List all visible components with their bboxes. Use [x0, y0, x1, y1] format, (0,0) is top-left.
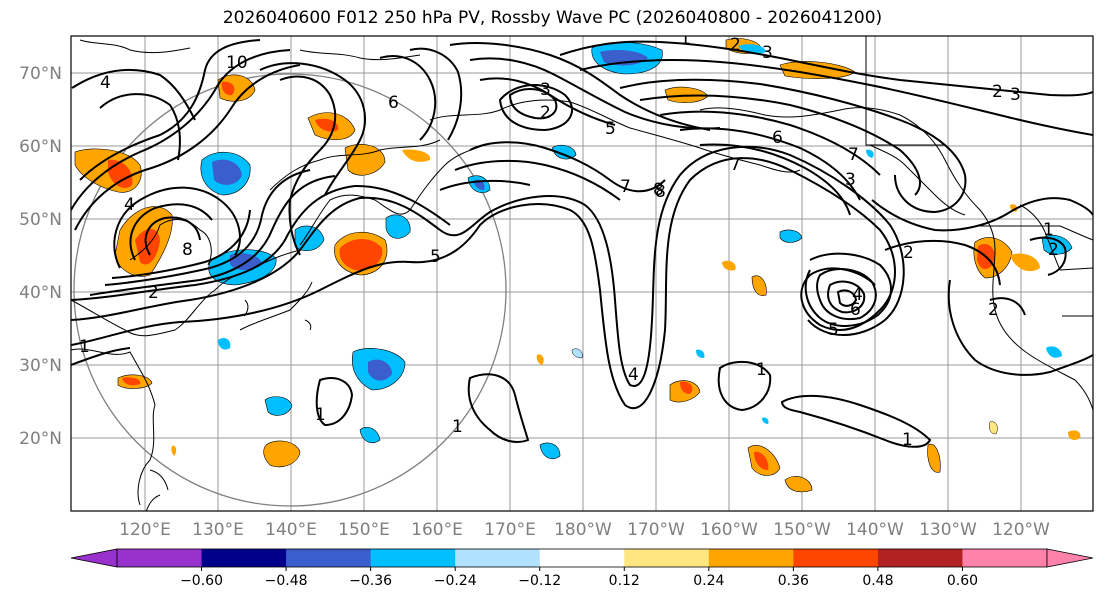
positive-anomalies: [74, 38, 1081, 493]
lon-label: 140°E: [265, 520, 317, 540]
lat-label-60n: 60°N: [19, 137, 62, 157]
colorbar-tick-label: 0.48: [862, 573, 893, 589]
colorbar-segment: [624, 549, 710, 567]
colorbar-segment: [455, 549, 541, 567]
lat-label-40n: 40°N: [19, 283, 62, 303]
contour-label: 2: [1048, 240, 1059, 260]
colorbar-segment: [370, 549, 456, 567]
colorbar-tick-label: −0.60: [180, 573, 223, 589]
contour-label: 6: [850, 300, 861, 320]
contour-label: 10: [226, 53, 248, 73]
colorbar-extend-min: [70, 548, 118, 568]
contour-label: 1: [79, 337, 90, 357]
map-title: 2026040600 F012 250 hPa PV, Rossby Wave …: [222, 8, 883, 28]
colorbar-extend-max: [1046, 548, 1094, 568]
lon-label: 170°E: [484, 520, 536, 540]
lon-label: 160°W: [700, 520, 758, 540]
lon-label: 120°W: [992, 520, 1050, 540]
lon-label: 130°E: [192, 520, 244, 540]
contour-label: 1: [452, 417, 463, 437]
contour-label: 5: [430, 247, 441, 267]
contour-label: 4: [628, 365, 639, 385]
colorbar-segment: [201, 549, 287, 567]
contour-label: 1: [902, 430, 913, 450]
contour-label: 2: [148, 283, 159, 303]
contour-label: 2: [992, 82, 1003, 102]
lon-label: 140°W: [846, 520, 904, 540]
colorbar: −0.60 −0.48 −0.36 −0.24 −0.12 0.12 0.24 0.36 0.4…: [70, 548, 1094, 589]
contour-label: 2: [988, 300, 999, 320]
contour-labels: 10 8 4 3 2 2 3 5 6 7 8 7 7 6 5 4 3 2 2 1…: [79, 29, 1059, 450]
colorbar-segment: [286, 549, 372, 567]
colorbar-segment: [539, 549, 625, 567]
negative-anomalies: [200, 41, 1073, 459]
colorbar-tick-label: 0.12: [609, 573, 640, 589]
contour-label: 7: [620, 177, 631, 197]
contour-label: 2: [903, 243, 914, 263]
colorbar-segment: [877, 549, 963, 567]
contour-label: 1: [315, 405, 326, 425]
contour-label: 2: [730, 35, 741, 55]
contour-label: 5: [828, 320, 839, 340]
radius-circle: [73, 73, 507, 507]
contour-label: 8: [655, 182, 666, 202]
contour-label: 7: [730, 155, 741, 175]
lon-label: 120°E: [119, 520, 171, 540]
colorbar-tick-label: −0.12: [518, 573, 561, 589]
lon-label: 160°E: [411, 520, 463, 540]
lat-label-50n: 50°N: [19, 210, 62, 230]
contour-label: 8: [182, 240, 193, 260]
contour-label: 4: [124, 195, 135, 215]
lon-label: 130°W: [919, 520, 977, 540]
colorbar-tick-label: −0.24: [434, 573, 477, 589]
colorbar-tick-label: 0.24: [693, 573, 724, 589]
contour-label: 6: [772, 128, 783, 148]
colorbar-segment: [708, 549, 794, 567]
longitude-labels: 120°E 130°E 140°E 150°E 160°E 170°E 180°…: [119, 520, 1050, 540]
contour-label: 1: [680, 29, 691, 49]
contour-label: 4: [100, 73, 111, 93]
lon-label: 170°W: [627, 520, 685, 540]
plot-frame: [70, 35, 1094, 512]
colorbar-tick-label: −0.36: [349, 573, 392, 589]
lat-label-70n: 70°N: [19, 64, 62, 84]
lon-label: 150°W: [773, 520, 831, 540]
colorbar-segment: [793, 549, 879, 567]
colorbar-tick-label: 0.36: [778, 573, 809, 589]
lat-label-20n: 20°N: [19, 429, 62, 449]
colorbar-tick-label: −0.48: [265, 573, 308, 589]
contour-label: 3: [762, 43, 773, 63]
colorbar-segment: [962, 549, 1048, 567]
contour-label: 3: [845, 170, 856, 190]
contour-label: 8: [653, 180, 664, 200]
colorbar-tick-label: 0.60: [947, 573, 978, 589]
colorbar-segment: [117, 549, 203, 567]
contour-label: 1: [1043, 220, 1054, 240]
contour-label: 2: [540, 103, 551, 123]
lat-label-30n: 30°N: [19, 356, 62, 376]
contour-label: 5: [605, 119, 616, 139]
latitude-labels: 70°N 60°N 50°N 40°N 30°N 20°N: [19, 64, 62, 449]
contour-label: 1: [756, 360, 767, 380]
contour-label: 3: [540, 80, 551, 100]
lon-label: 150°E: [338, 520, 390, 540]
contour-label: 6: [388, 93, 399, 113]
contour-label: 4: [852, 285, 863, 305]
contour-label: 3: [1010, 85, 1021, 105]
contour-label: 7: [848, 145, 859, 165]
pv-contours: [71, 39, 1093, 448]
lon-label: 180°W: [554, 520, 612, 540]
